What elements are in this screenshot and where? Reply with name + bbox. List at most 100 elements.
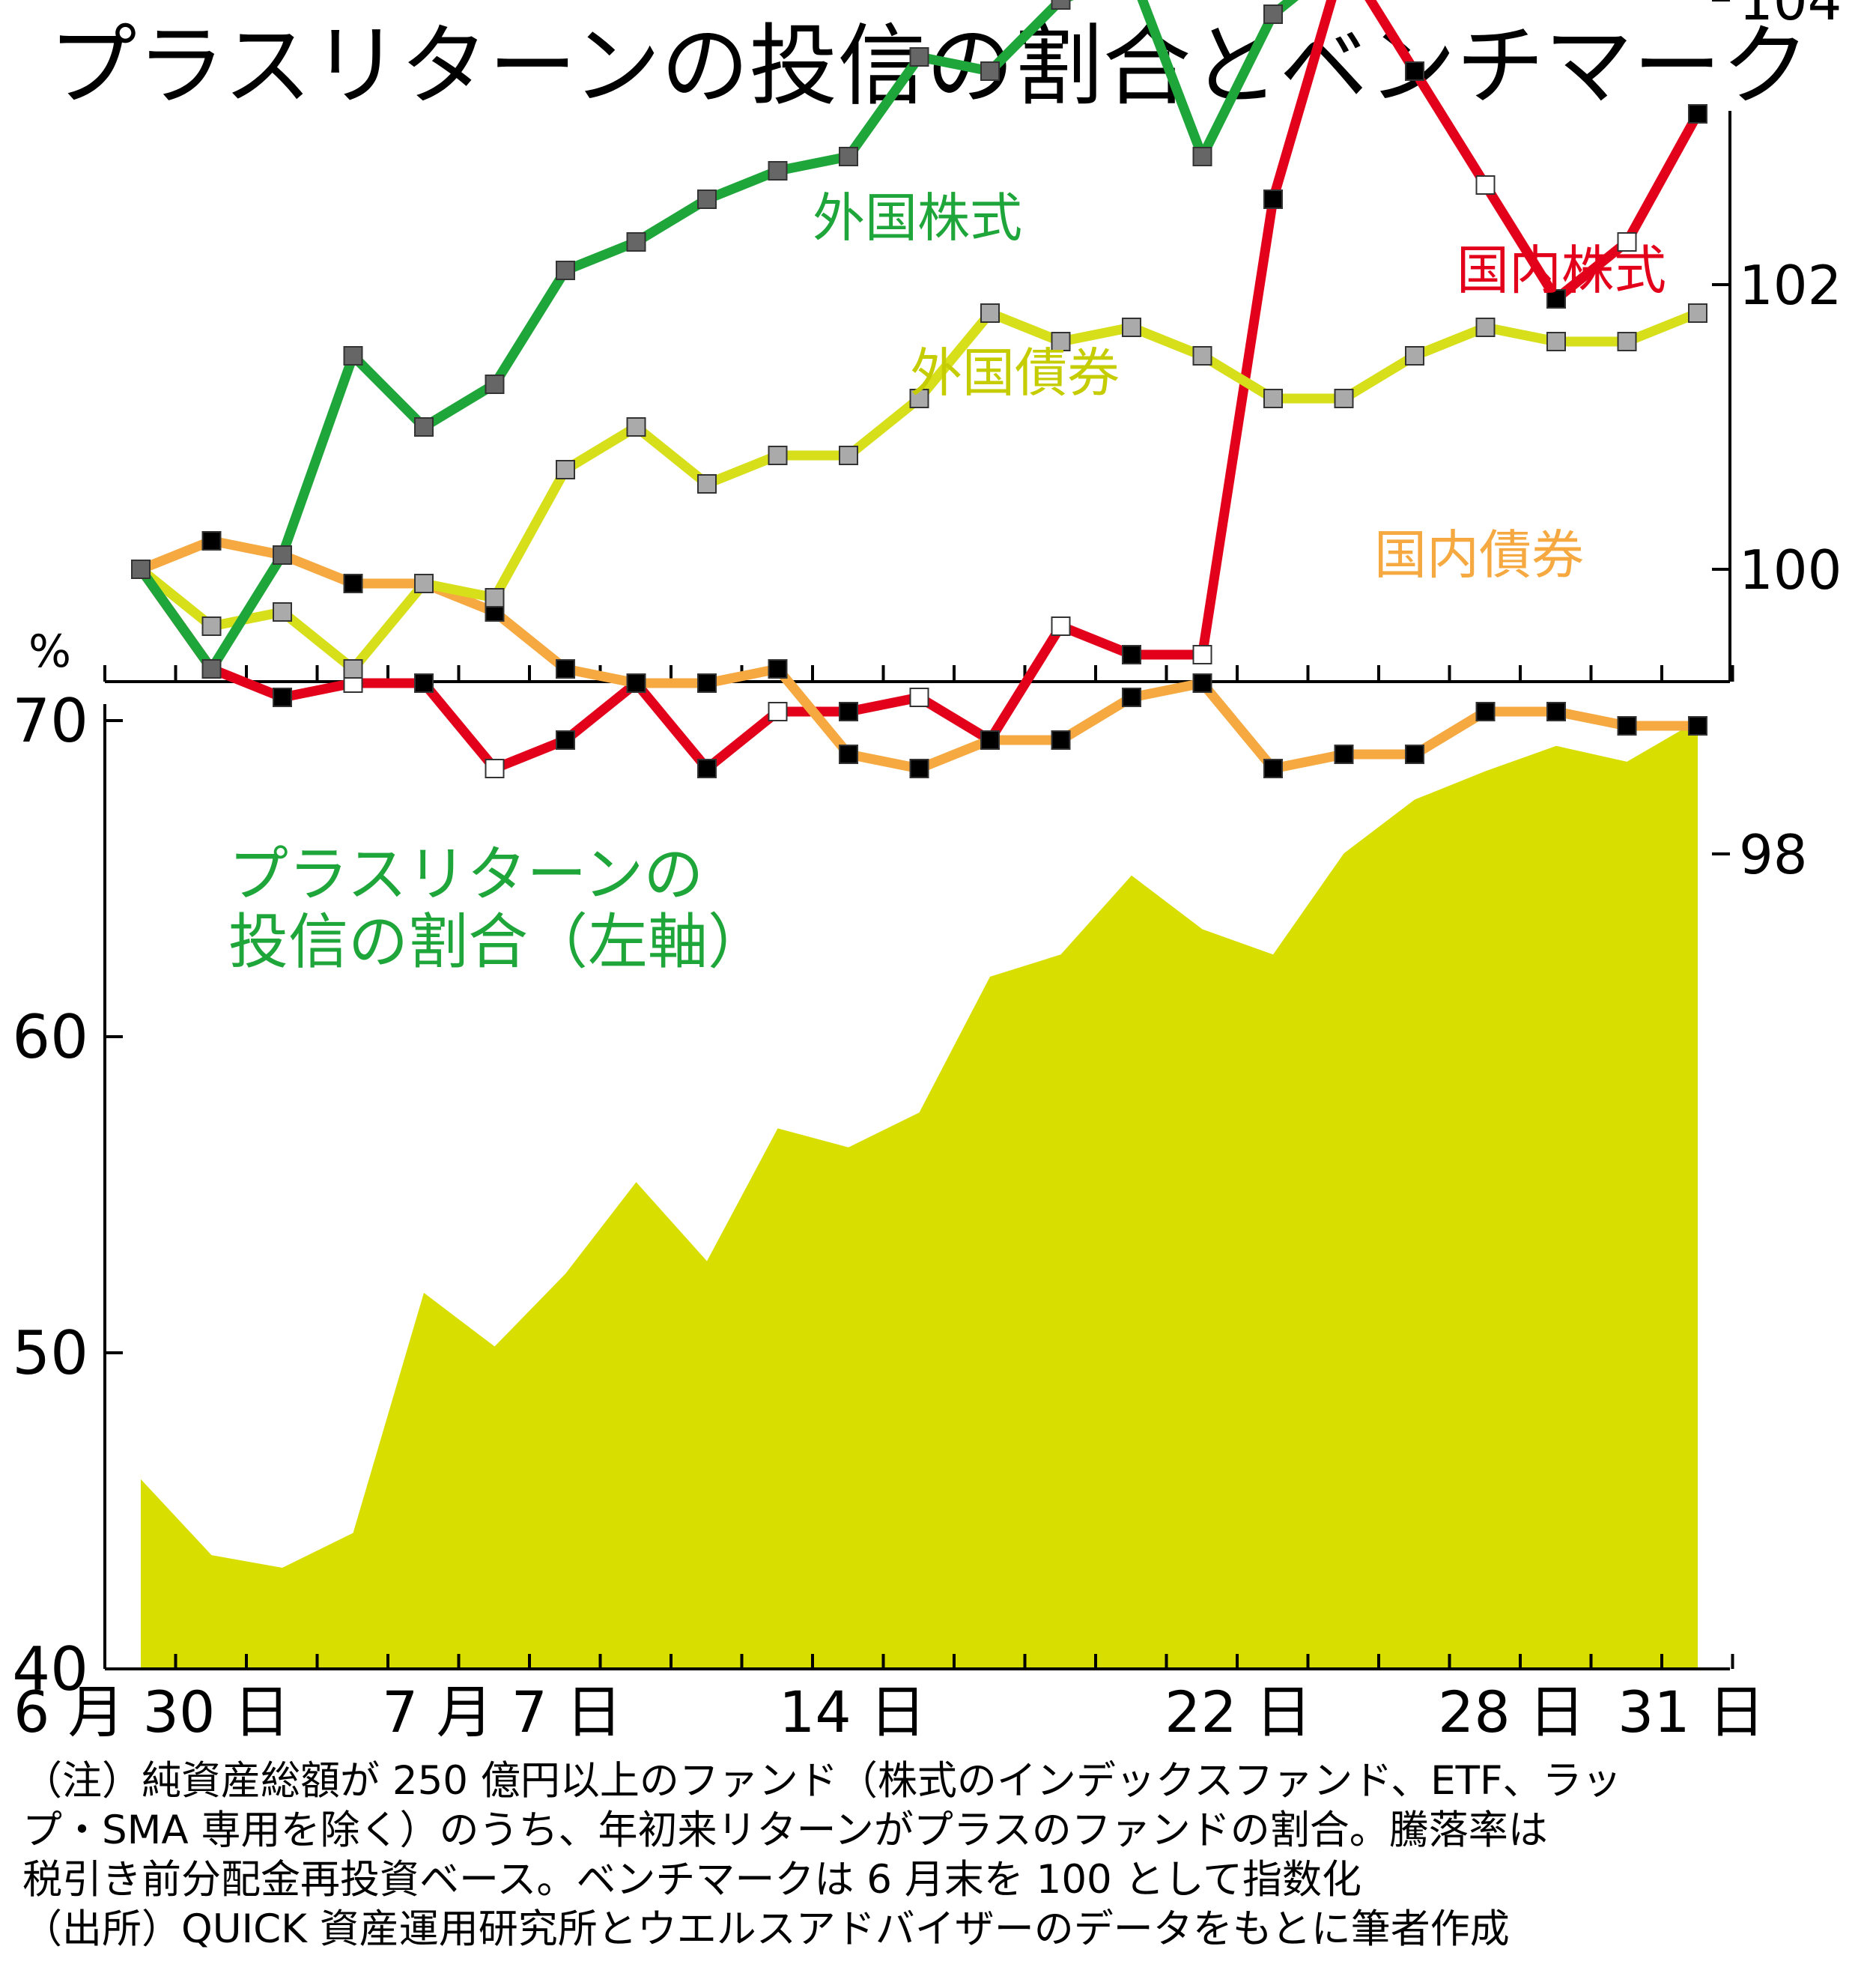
right-y-tick-label: 100: [1739, 539, 1842, 601]
foreign_stock-point: [980, 61, 1000, 81]
foreign_stock-point: [201, 659, 222, 679]
domestic_stock-point: [1475, 175, 1496, 195]
right-y-tick-label: 98: [1739, 823, 1808, 886]
foreign_stock-point: [343, 346, 363, 366]
domestic_bond-point: [980, 730, 1000, 750]
domestic_stock-point: [273, 688, 292, 707]
domestic_bond-point: [697, 673, 717, 693]
domestic_stock-point: [1617, 232, 1637, 252]
note-line-4: （出所）QUICK 資産運用研究所とウエルスアドバイザーのデータをもとに筆者作成: [22, 1906, 1510, 1952]
y-unit-label: %: [28, 625, 71, 678]
domestic_bond-point: [768, 659, 788, 679]
left-y-tick-label: 70: [12, 686, 88, 756]
domestic_stock-point: [1051, 616, 1071, 636]
domestic_stock-point: [1263, 190, 1283, 209]
foreign_stock-point: [626, 232, 646, 252]
foreign_bond-point: [980, 303, 1000, 323]
foreign_bond-point: [273, 602, 292, 622]
domestic-stock-label: 国内株式: [1457, 240, 1666, 301]
foreign_stock-point: [839, 147, 858, 166]
foreign-stock-label: 外国株式: [813, 187, 1022, 249]
foreign_stock-point: [1192, 147, 1212, 166]
domestic_stock-point: [485, 759, 505, 778]
x-tick-label: 14 日: [779, 1679, 926, 1745]
domestic_stock-point: [1192, 645, 1212, 664]
foreign_stock-line: [136, 0, 1299, 674]
domestic_bond-point: [201, 531, 222, 551]
foreign_stock-point: [556, 261, 575, 280]
domestic_bond-point: [1546, 702, 1566, 721]
left-y-tick-label: 60: [12, 1002, 88, 1072]
domestic_bond-point: [1688, 716, 1707, 736]
domestic_stock-point: [1688, 104, 1707, 124]
foreign_stock-point: [909, 47, 929, 67]
foreign_bond-point: [556, 460, 575, 479]
foreign_stock-point: [697, 190, 717, 209]
area-series: [141, 721, 1698, 1669]
domestic_bond-point: [626, 673, 646, 693]
domestic_bond-point: [1475, 702, 1496, 721]
x-tick-label: 7 月 7 日: [382, 1679, 622, 1745]
area-label-line-1: プラスリターンの: [228, 840, 703, 909]
foreign_bond-point: [414, 574, 434, 593]
foreign-bond-label: 外国債券: [910, 342, 1120, 404]
x-tick-label: 28 日: [1438, 1679, 1585, 1745]
foreign_stock-point: [131, 560, 151, 579]
domestic_bond-point: [1263, 759, 1283, 778]
domestic_bond-point: [343, 574, 363, 593]
domestic_stock-point: [909, 688, 929, 707]
domestic_stock-point: [1546, 289, 1566, 309]
domestic_stock-point: [768, 702, 788, 721]
domestic_stock-point: [414, 673, 434, 693]
foreign_bond-point: [626, 417, 646, 437]
domestic_bond-point: [1405, 745, 1424, 764]
foreign_bond-point: [1475, 318, 1496, 337]
domestic_bond-point: [1334, 745, 1354, 764]
domestic_bond-point: [1192, 673, 1212, 693]
left-y-tick-label: 40: [12, 1634, 88, 1704]
domestic_bond-point: [839, 745, 858, 764]
foreign_bond-point: [201, 616, 222, 636]
area-label-line-2: 投信の割合（左軸）: [228, 907, 768, 977]
foreign_bond-point: [1617, 332, 1637, 351]
foreign_bond-point: [1051, 332, 1071, 351]
foreign_bond-point: [1405, 346, 1424, 366]
x-tick-label: 6 月 30 日: [13, 1679, 291, 1745]
note-line-2: プ・SMA 専用を除く）のうち、年初来リターンがプラスのファンドの割合。騰落率は: [22, 1807, 1548, 1853]
foreign_bond-point: [1192, 346, 1212, 366]
foreign_bond-point: [1334, 389, 1354, 408]
line-series: [131, 0, 1707, 778]
foreign_stock-point: [1051, 0, 1071, 10]
x-tick-label: 31 日: [1618, 1679, 1765, 1745]
area-fill: [141, 721, 1698, 1669]
foreign_bond-point: [768, 446, 788, 465]
x-tick-label: 22 日: [1165, 1679, 1312, 1745]
domestic_stock-point: [556, 730, 575, 750]
note-line-1: （注）純資産総額が 250 億円以上のファンド（株式のインデックスファンド、ET…: [22, 1758, 1622, 1804]
domestic_stock-point: [839, 702, 858, 721]
foreign_bond-point: [1688, 303, 1707, 323]
domestic-bond-label: 国内債券: [1374, 524, 1584, 586]
foreign_bond-point: [1546, 332, 1566, 351]
foreign_stock-point: [768, 161, 788, 181]
foreign_bond-point: [485, 588, 505, 607]
foreign_bond-point: [1122, 318, 1141, 337]
domestic_stock-point: [697, 759, 717, 778]
foreign_stock-point: [1263, 4, 1283, 24]
domestic_stock-point: [1405, 61, 1424, 81]
foreign_bond-point: [1263, 389, 1283, 408]
domestic_stock-point: [1122, 645, 1141, 664]
foreign_stock-point: [273, 545, 292, 565]
domestic_bond-point: [1617, 716, 1637, 736]
left-y-tick-label: 50: [12, 1318, 88, 1388]
foreign_bond-point: [839, 446, 858, 465]
foreign_stock-point: [414, 417, 434, 437]
foreign_stock-point: [485, 375, 505, 394]
domestic_bond-point: [1122, 688, 1141, 707]
foreign_bond-point: [343, 659, 363, 679]
foreign_bond-point: [909, 389, 929, 408]
domestic_bond-point: [1051, 730, 1071, 750]
foreign_bond-point: [697, 474, 717, 494]
